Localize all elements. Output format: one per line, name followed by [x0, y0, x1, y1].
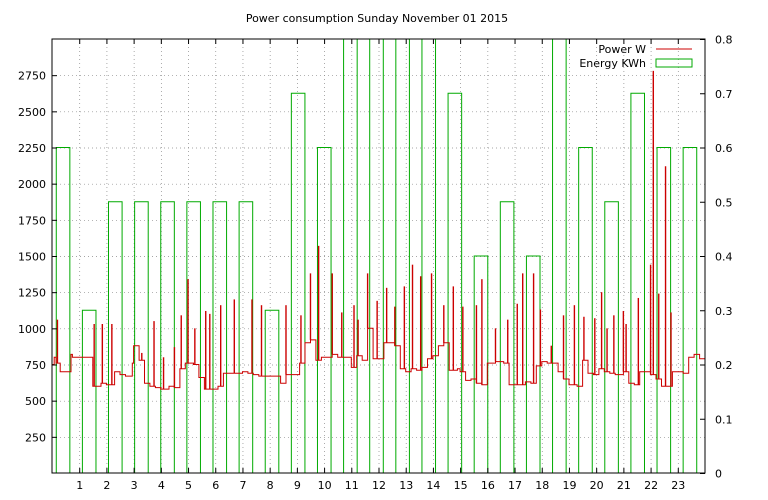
y-right-tick-label: 0.8 — [715, 34, 733, 47]
x-tick-label: 1 — [76, 479, 83, 492]
y-left-tick-label: 2250 — [18, 142, 46, 155]
y-left-tick-label: 2500 — [18, 106, 46, 119]
y-right-tick-label: 0.5 — [715, 196, 733, 209]
chart-title: Power consumption Sunday November 01 201… — [246, 12, 508, 25]
y-right-tick-label: 0.6 — [715, 142, 733, 155]
x-tick-label: 17 — [508, 479, 522, 492]
x-tick-label: 13 — [399, 479, 413, 492]
y-right-tick-label: 0.7 — [715, 88, 733, 101]
y-left-tick-label: 1250 — [18, 287, 46, 300]
axes: 1 2 3 4 5 6 7 8 9 10 11 12 13 14 15 16 17 18 19 20 21 22 23250… — [18, 34, 733, 493]
y-right-tick-label: 0.1 — [715, 413, 733, 426]
y-left-tick-label: 2750 — [18, 70, 46, 83]
legend-energy-swatch — [655, 58, 693, 68]
x-tick-label: 22 — [644, 479, 658, 492]
legend: Power W Energy KWh — [579, 43, 693, 70]
y-left-tick-label: 250 — [25, 431, 46, 444]
x-tick-label: 20 — [590, 479, 604, 492]
y-right-tick-label: 0 — [715, 468, 722, 481]
y-left-tick-label: 750 — [25, 359, 46, 372]
x-tick-label: 3 — [131, 479, 138, 492]
x-tick-label: 11 — [345, 479, 359, 492]
x-tick-label: 18 — [535, 479, 549, 492]
x-tick-label: 9 — [294, 479, 301, 492]
y-left-tick-label: 1000 — [18, 323, 46, 336]
x-tick-label: 21 — [617, 479, 631, 492]
y-right-tick-label: 0.4 — [715, 251, 733, 264]
y-left-tick-label: 1500 — [18, 251, 46, 264]
y-right-tick-label: 0.3 — [715, 305, 733, 318]
x-tick-label: 8 — [267, 479, 274, 492]
x-tick-label: 4 — [158, 479, 165, 492]
legend-energy-label: Energy KWh — [579, 57, 646, 70]
x-tick-label: 19 — [562, 479, 576, 492]
x-tick-label: 6 — [212, 479, 219, 492]
y-left-tick-label: 2000 — [18, 178, 46, 191]
x-tick-label: 7 — [239, 479, 246, 492]
x-tick-label: 12 — [372, 479, 386, 492]
y-left-tick-label: 1750 — [18, 214, 46, 227]
y-left-tick-label: 500 — [25, 395, 46, 408]
y-right-tick-label: 0.2 — [715, 359, 733, 372]
x-tick-label: 2 — [103, 479, 110, 492]
legend-power-label: Power W — [598, 43, 646, 56]
power-line — [52, 70, 706, 390]
x-tick-label: 10 — [318, 479, 332, 492]
x-tick-label: 15 — [454, 479, 468, 492]
x-tick-label: 16 — [481, 479, 495, 492]
x-tick-label: 5 — [185, 479, 192, 492]
x-tick-label: 14 — [426, 479, 440, 492]
x-tick-label: 23 — [671, 479, 685, 492]
